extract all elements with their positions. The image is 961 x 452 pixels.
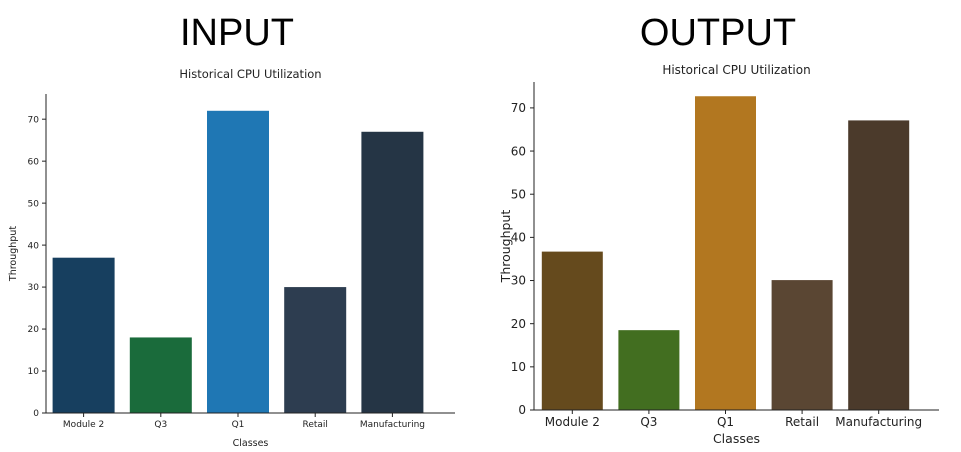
bar-manufacturing [361,131,424,414]
x-tick-label: Manufacturing [835,415,922,429]
bar-module-2 [541,251,603,410]
bar-q1 [207,110,269,413]
x-axis-label: Classes [233,438,269,449]
y-axis-label: Throughput [498,210,513,284]
y-tick-label: 0 [518,403,526,417]
bar-q3 [618,330,680,410]
y-tick-label: 30 [511,274,526,288]
chart-title: Historical CPU Utilization [662,63,810,77]
y-axis-label: Throughput [8,226,19,282]
input-heading: INPUT [180,12,294,54]
y-tick-label: 0 [33,409,39,419]
y-tick-label: 70 [511,101,526,115]
x-tick-label: Q1 [717,415,734,429]
bar-module-2 [52,257,115,413]
y-tick-label: 50 [511,187,526,201]
x-axis-label: Classes [713,431,760,446]
y-tick-label: 20 [28,325,40,335]
y-tick-label: 70 [28,115,40,125]
bar-q3 [129,337,192,413]
bar-manufacturing [848,120,910,411]
x-tick-label: Module 2 [63,420,104,430]
y-tick-label: 10 [511,360,526,374]
y-tick-label: 40 [28,241,40,251]
x-tick-label: Manufacturing [360,420,425,430]
y-tick-label: 60 [28,157,40,167]
x-tick-label: Retail [302,420,327,430]
output-heading: OUTPUT [639,12,797,54]
y-tick-label: 60 [511,144,526,158]
chart-title: Historical CPU Utilization [179,67,321,81]
bar-retail [771,280,833,410]
y-tick-label: 30 [28,283,40,293]
x-tick-label: Module 2 [545,415,600,429]
y-tick-label: 20 [511,317,526,331]
x-tick-label: Q3 [154,420,167,430]
x-tick-label: Q1 [232,420,245,430]
x-tick-label: Q3 [640,415,657,429]
y-tick-label: 10 [28,367,40,377]
y-tick-label: 50 [28,199,40,209]
bar-retail [284,287,347,413]
bar-q1 [695,96,756,411]
x-tick-label: Retail [785,415,819,429]
y-tick-label: 40 [511,231,526,245]
